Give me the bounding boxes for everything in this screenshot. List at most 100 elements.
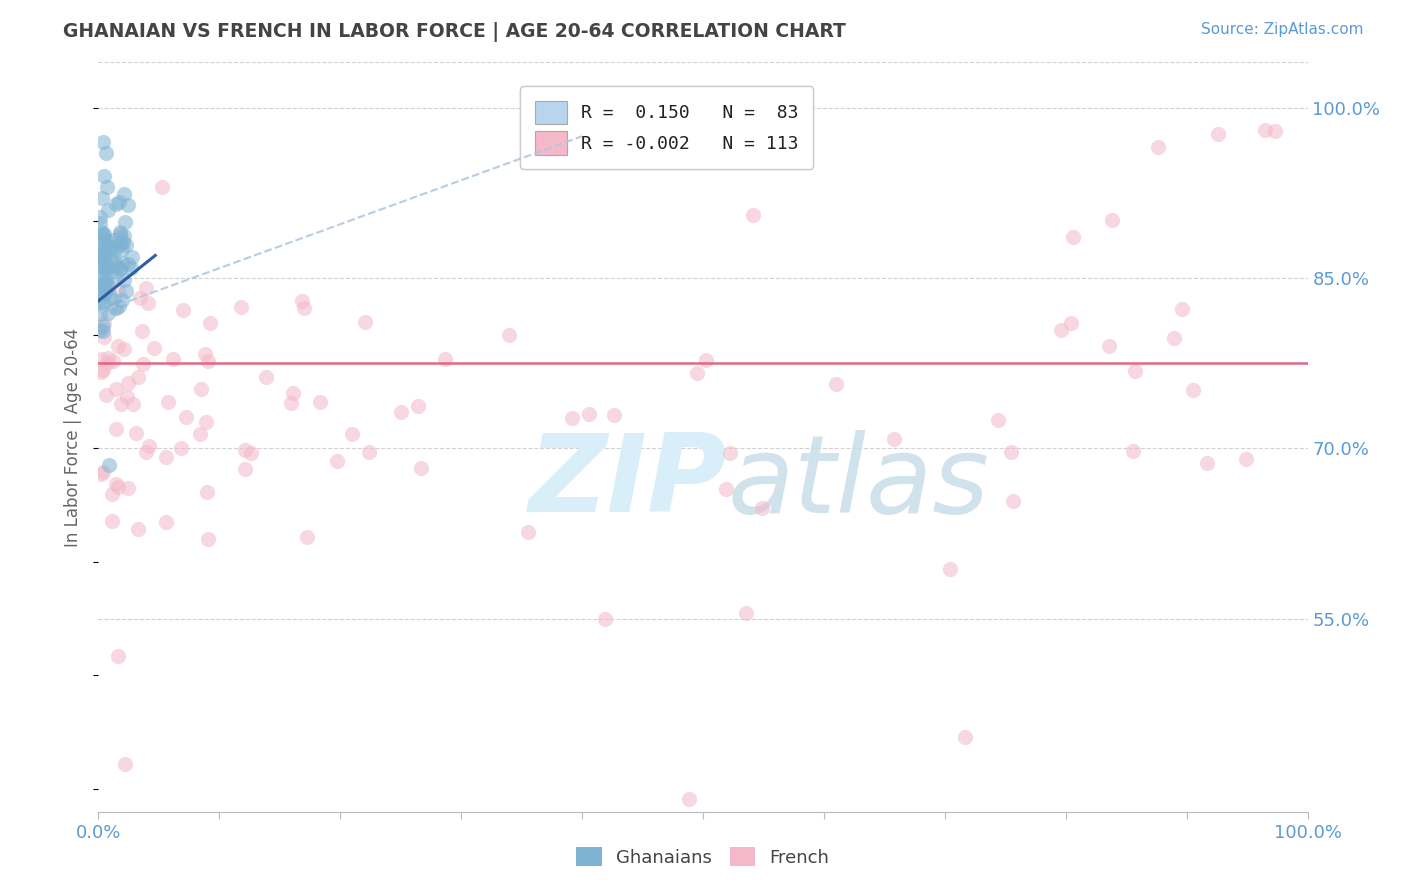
Point [825, 377, 848, 392]
Point [685, 366, 707, 380]
Point [939, 562, 962, 576]
Point [93, 330, 115, 344]
Point [91, 230, 114, 244]
Point [1060, 317, 1083, 331]
Point [112, 273, 135, 287]
Point [96, 180, 118, 194]
Point [195, 485, 218, 500]
Point [1123, 364, 1146, 378]
Point [434, 351, 457, 366]
Point [741, 208, 763, 222]
Point [93, 227, 115, 242]
Point [112, 228, 135, 243]
Point [121, 250, 143, 264]
Point [103, 253, 125, 268]
Point [1098, 339, 1121, 353]
Point [197, 353, 219, 368]
Point [135, 445, 157, 459]
Point [104, 301, 127, 315]
Point [883, 432, 905, 446]
Point [120, 260, 142, 275]
Point [93, 279, 115, 293]
Point [122, 397, 145, 411]
Point [91, 363, 114, 377]
Text: GHANAIAN VS FRENCH IN LABOR FORCE | AGE 20-64 CORRELATION CHART: GHANAIAN VS FRENCH IN LABOR FORCE | AGE … [63, 22, 846, 42]
Point [357, 445, 380, 459]
Text: atlas: atlas [727, 430, 988, 534]
Point [578, 407, 600, 421]
Point [104, 269, 127, 284]
Point [91, 274, 114, 288]
Point [1000, 444, 1022, 458]
Point [1122, 444, 1144, 458]
Point [90, 225, 112, 239]
Point [1062, 229, 1084, 244]
Point [93, 287, 115, 301]
Point [114, 757, 136, 772]
Point [103, 244, 125, 259]
Point [96, 235, 118, 249]
Point [104, 196, 127, 211]
Point [101, 353, 124, 368]
Point [97, 278, 120, 293]
Point [108, 229, 131, 244]
Point [603, 409, 626, 423]
Point [101, 486, 124, 500]
Point [91, 319, 114, 334]
Y-axis label: In Labor Force | Age 20-64: In Labor Force | Age 20-64 [65, 327, 83, 547]
Point [91, 260, 114, 274]
Point [1101, 212, 1123, 227]
Point [91, 251, 114, 265]
Point [89, 292, 111, 306]
Point [678, 792, 700, 806]
Point [94, 146, 117, 161]
Point [156, 394, 179, 409]
Point [90, 351, 112, 366]
Point [96, 261, 118, 276]
Point [93, 465, 115, 479]
Point [233, 462, 256, 476]
Point [291, 294, 314, 309]
Point [751, 500, 773, 515]
Point [1171, 301, 1194, 316]
Point [96, 274, 118, 288]
Point [1163, 331, 1185, 345]
Point [89, 281, 111, 295]
Point [1147, 139, 1170, 153]
Point [115, 238, 138, 252]
Point [97, 351, 120, 365]
Text: Source: ZipAtlas.com: Source: ZipAtlas.com [1201, 22, 1364, 37]
Point [105, 476, 128, 491]
Point [100, 241, 122, 255]
Point [131, 358, 153, 372]
Point [169, 441, 191, 455]
Point [280, 396, 302, 410]
Point [110, 225, 132, 239]
Point [94, 283, 117, 297]
Point [716, 482, 738, 496]
Point [100, 252, 122, 267]
Point [93, 276, 115, 290]
Point [117, 198, 139, 212]
Point [117, 481, 139, 495]
Point [406, 399, 429, 413]
Point [111, 293, 134, 308]
Point [104, 382, 127, 396]
Point [239, 446, 262, 460]
Point [229, 300, 252, 314]
Point [97, 306, 120, 320]
Point [1181, 383, 1204, 397]
Point [1050, 323, 1073, 337]
Point [115, 284, 138, 298]
Point [104, 259, 127, 273]
Point [93, 169, 115, 183]
Point [108, 238, 131, 252]
Point [108, 262, 131, 277]
Point [89, 210, 111, 224]
Point [98, 287, 121, 301]
Point [162, 351, 184, 366]
Point [953, 730, 976, 744]
Point [411, 461, 433, 475]
Point [127, 370, 149, 384]
Point [107, 339, 129, 353]
